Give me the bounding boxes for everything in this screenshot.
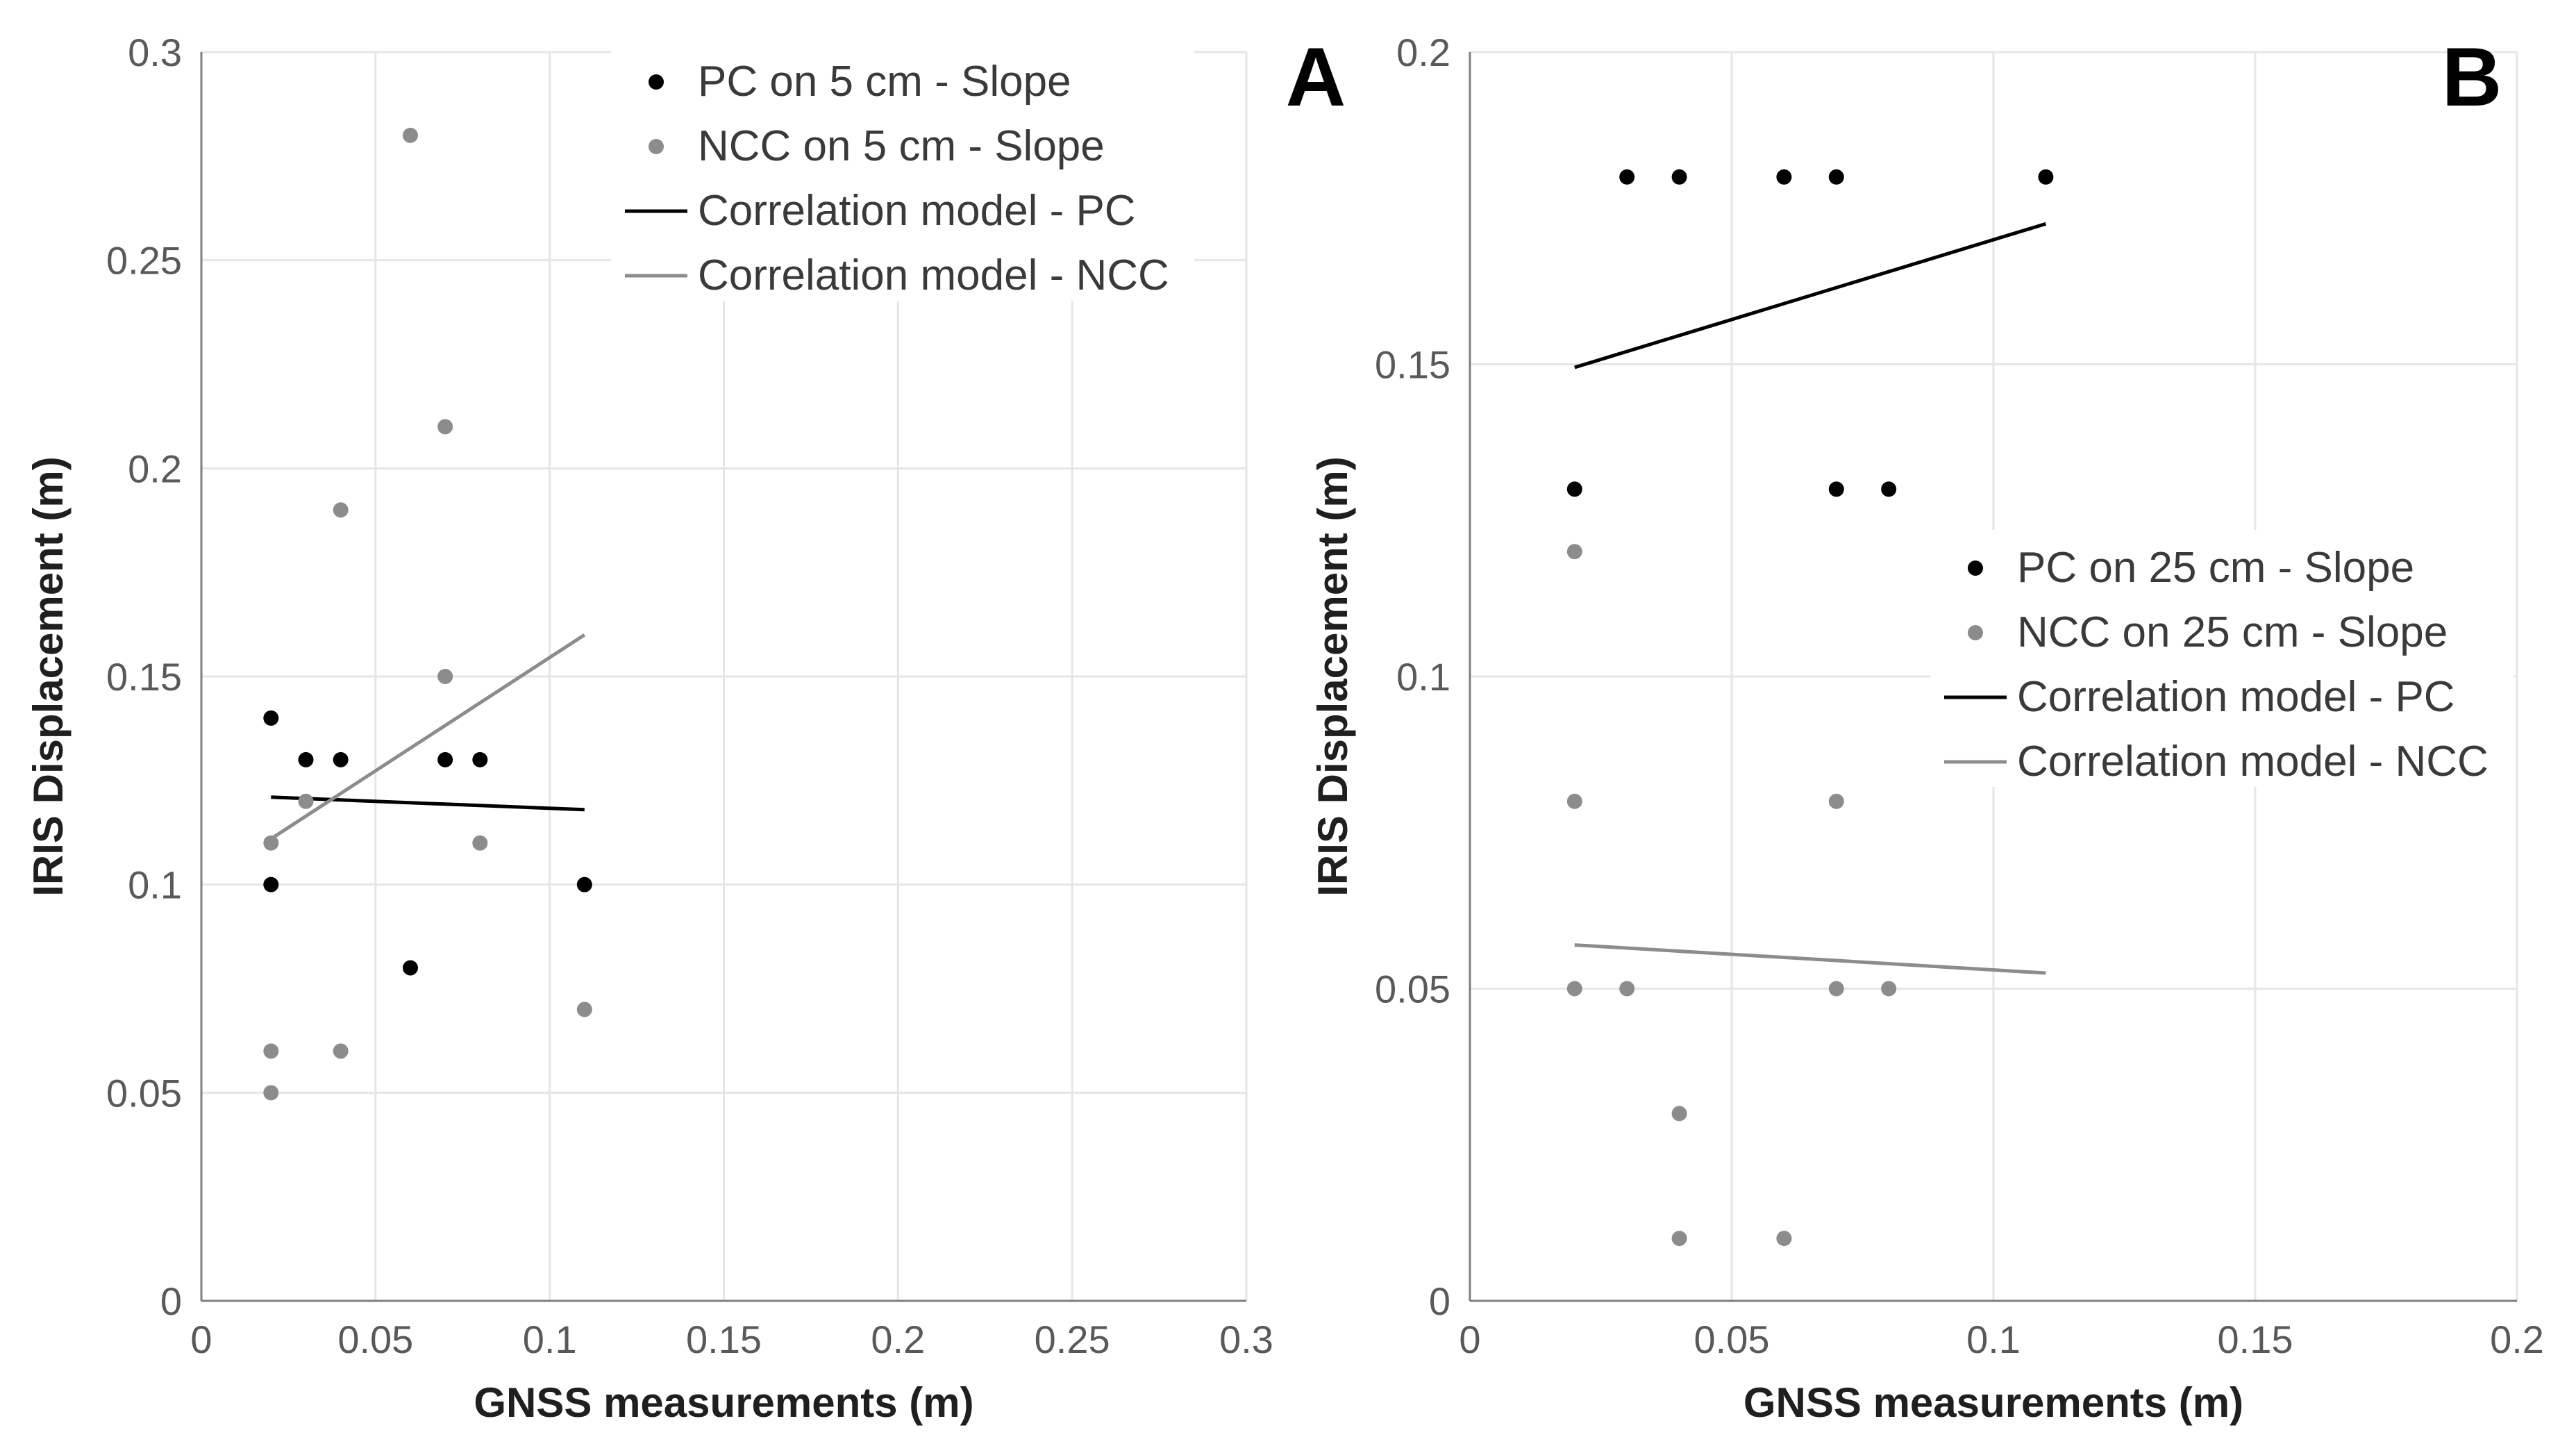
panel-a-y-tick-label: 0.3 <box>128 31 182 74</box>
panel-a-series-0-point <box>333 751 349 767</box>
panel-a-x-tick-label: 0.25 <box>1035 1318 1110 1361</box>
panel-b-series-0-point <box>1881 481 1897 497</box>
panel-a-series-1-point <box>263 1043 279 1059</box>
panel-b-series-1-point <box>1671 1231 1687 1247</box>
panel-b-series-1-point <box>1671 1106 1687 1122</box>
panel-b-series-1-point <box>1828 981 1844 997</box>
panel-a-series-0-point <box>576 876 592 892</box>
panel-a-series-0-point <box>403 960 418 976</box>
panel-a-series-0-point <box>263 876 279 892</box>
panel-a-chart: 0 0.05 0.1 0.15 0.2 0.25 0.3 0 0.05 0.1 0.15 0.2 0.2… <box>25 31 1346 1426</box>
panel-a-panel-letter: A <box>1286 31 1346 124</box>
panel-a-series-0-point <box>472 751 488 767</box>
panel-b-legend-label-3: Correlation model - NCC <box>2017 738 2489 786</box>
panel-b-y-tick-label: 0.05 <box>1375 967 1450 1011</box>
panel-b-legend-background <box>1930 530 2514 787</box>
panel-a-series-1-point <box>437 669 453 684</box>
panel-a-x-tick-label: 0.2 <box>871 1318 925 1361</box>
panel-a-x-tick-label: 0.3 <box>1219 1318 1273 1361</box>
panel-b-series-1-point <box>1828 793 1844 809</box>
panel-a-x-tick-label: 0.15 <box>686 1318 762 1361</box>
panel-a-legend-label-0: PC on 5 cm - Slope <box>698 58 1071 106</box>
panel-b-series-3-trendline <box>1574 943 2046 975</box>
panel-b-series-1-point <box>1566 793 1582 809</box>
panel-b-x-tick-label: 0.15 <box>2218 1318 2293 1361</box>
panel-a-series-1-point <box>437 419 453 435</box>
panel-b-series-0-point <box>2038 169 2054 185</box>
panel-a-legend-marker-0 <box>649 74 664 90</box>
panel-b-panel-letter: B <box>2442 31 2502 124</box>
panel-a-series-1-point <box>403 127 418 143</box>
panel-b-x-tick-label: 0.05 <box>1694 1318 1770 1361</box>
panel-b-series-0-point <box>1828 169 1844 185</box>
panel-a-series-1-point <box>576 1002 592 1017</box>
panel-a-y-tick-label: 0.15 <box>106 655 182 699</box>
panel-b-series-1-point <box>1776 1231 1792 1247</box>
panel-a-series-2-trendline <box>271 795 585 812</box>
panel-a-x-tick-label: 0.05 <box>337 1318 413 1361</box>
panel-a-legend-background <box>611 44 1194 301</box>
panel-b-series-0-point <box>1566 481 1582 497</box>
panel-a-legend-label-1: NCC on 5 cm - Slope <box>698 122 1105 170</box>
panel-a-series-1-point <box>472 835 488 851</box>
panel-b-chart: 0 0.05 0.1 0.15 0.2 0 0.05 0.1 0.15 0.2 GNSS measu… <box>1310 31 2544 1426</box>
panel-a-y-tick-label: 0.25 <box>106 239 182 283</box>
panel-a-series-0-point <box>298 751 314 767</box>
panel-a-y-tick-label: 0 <box>160 1279 182 1323</box>
panel-a-x-axis-title: GNSS measurements (m) <box>474 1379 973 1426</box>
panel-a-series-1-point <box>263 835 279 851</box>
panel-b-series-0-point <box>1671 169 1687 185</box>
panel-a-legend-label-3: Correlation model - NCC <box>698 251 1169 299</box>
panel-b-y-tick-label: 0 <box>1429 1279 1450 1323</box>
panel-a-y-axis-title: IRIS Displacement (m) <box>25 456 72 897</box>
panel-b-series-1-point <box>1566 544 1582 560</box>
panel-b-legend-label-1: NCC on 25 cm - Slope <box>2017 608 2448 656</box>
panel-b-y-axis-title: IRIS Displacement (m) <box>1310 456 1356 897</box>
panel-b-y-tick-label: 0.15 <box>1375 343 1450 387</box>
panel-a-series-1-point <box>333 502 349 518</box>
panel-a-series-0-point <box>437 751 453 767</box>
panel-b-series-0-point <box>1828 481 1844 497</box>
panel-b-x-tick-label: 0.2 <box>2490 1318 2544 1361</box>
panel-a-y-tick-label: 0.2 <box>128 447 182 490</box>
panel-b-y-tick-label: 0.2 <box>1396 31 1450 74</box>
panel-a-legend-marker-1 <box>649 139 664 154</box>
panel-a-y-tick-label: 0.1 <box>128 863 182 907</box>
panel-a-series-1-point <box>333 1043 349 1059</box>
panel-b-x-axis-title: GNSS measurements (m) <box>1743 1379 2243 1426</box>
panel-b-series-1-point <box>1619 981 1635 997</box>
panel-a-series-3-trendline <box>269 633 586 840</box>
panel-b-legend-marker-1 <box>1968 625 1983 640</box>
panel-b-legend-marker-0 <box>1968 560 1983 576</box>
panel-a-legend-label-2: Correlation model - PC <box>698 187 1136 235</box>
panel-b-series-0-point <box>1776 169 1792 185</box>
panel-b-legend-label-0: PC on 25 cm - Slope <box>2017 544 2414 592</box>
panel-a-series-1-point <box>263 1085 279 1101</box>
panel-a-series-0-point <box>263 710 279 726</box>
panel-b-series-2-trendline <box>1574 222 2047 369</box>
panel-b-y-tick-label: 0.1 <box>1396 655 1450 699</box>
panel-b-x-tick-label: 0 <box>1459 1318 1480 1361</box>
panel-b-series-1-point <box>1566 981 1582 997</box>
panel-a-x-tick-label: 0.1 <box>523 1318 577 1361</box>
panel-a-x-tick-label: 0 <box>190 1318 212 1361</box>
panel-a-y-tick-label: 0.05 <box>106 1071 182 1115</box>
panel-b-series-1-point <box>1881 981 1897 997</box>
panel-b-x-tick-label: 0.1 <box>1966 1318 2021 1361</box>
panel-b-series-0-point <box>1619 169 1635 185</box>
panel-b-legend-label-2: Correlation model - PC <box>2017 673 2455 721</box>
panel-a-series-1-point <box>298 793 314 809</box>
